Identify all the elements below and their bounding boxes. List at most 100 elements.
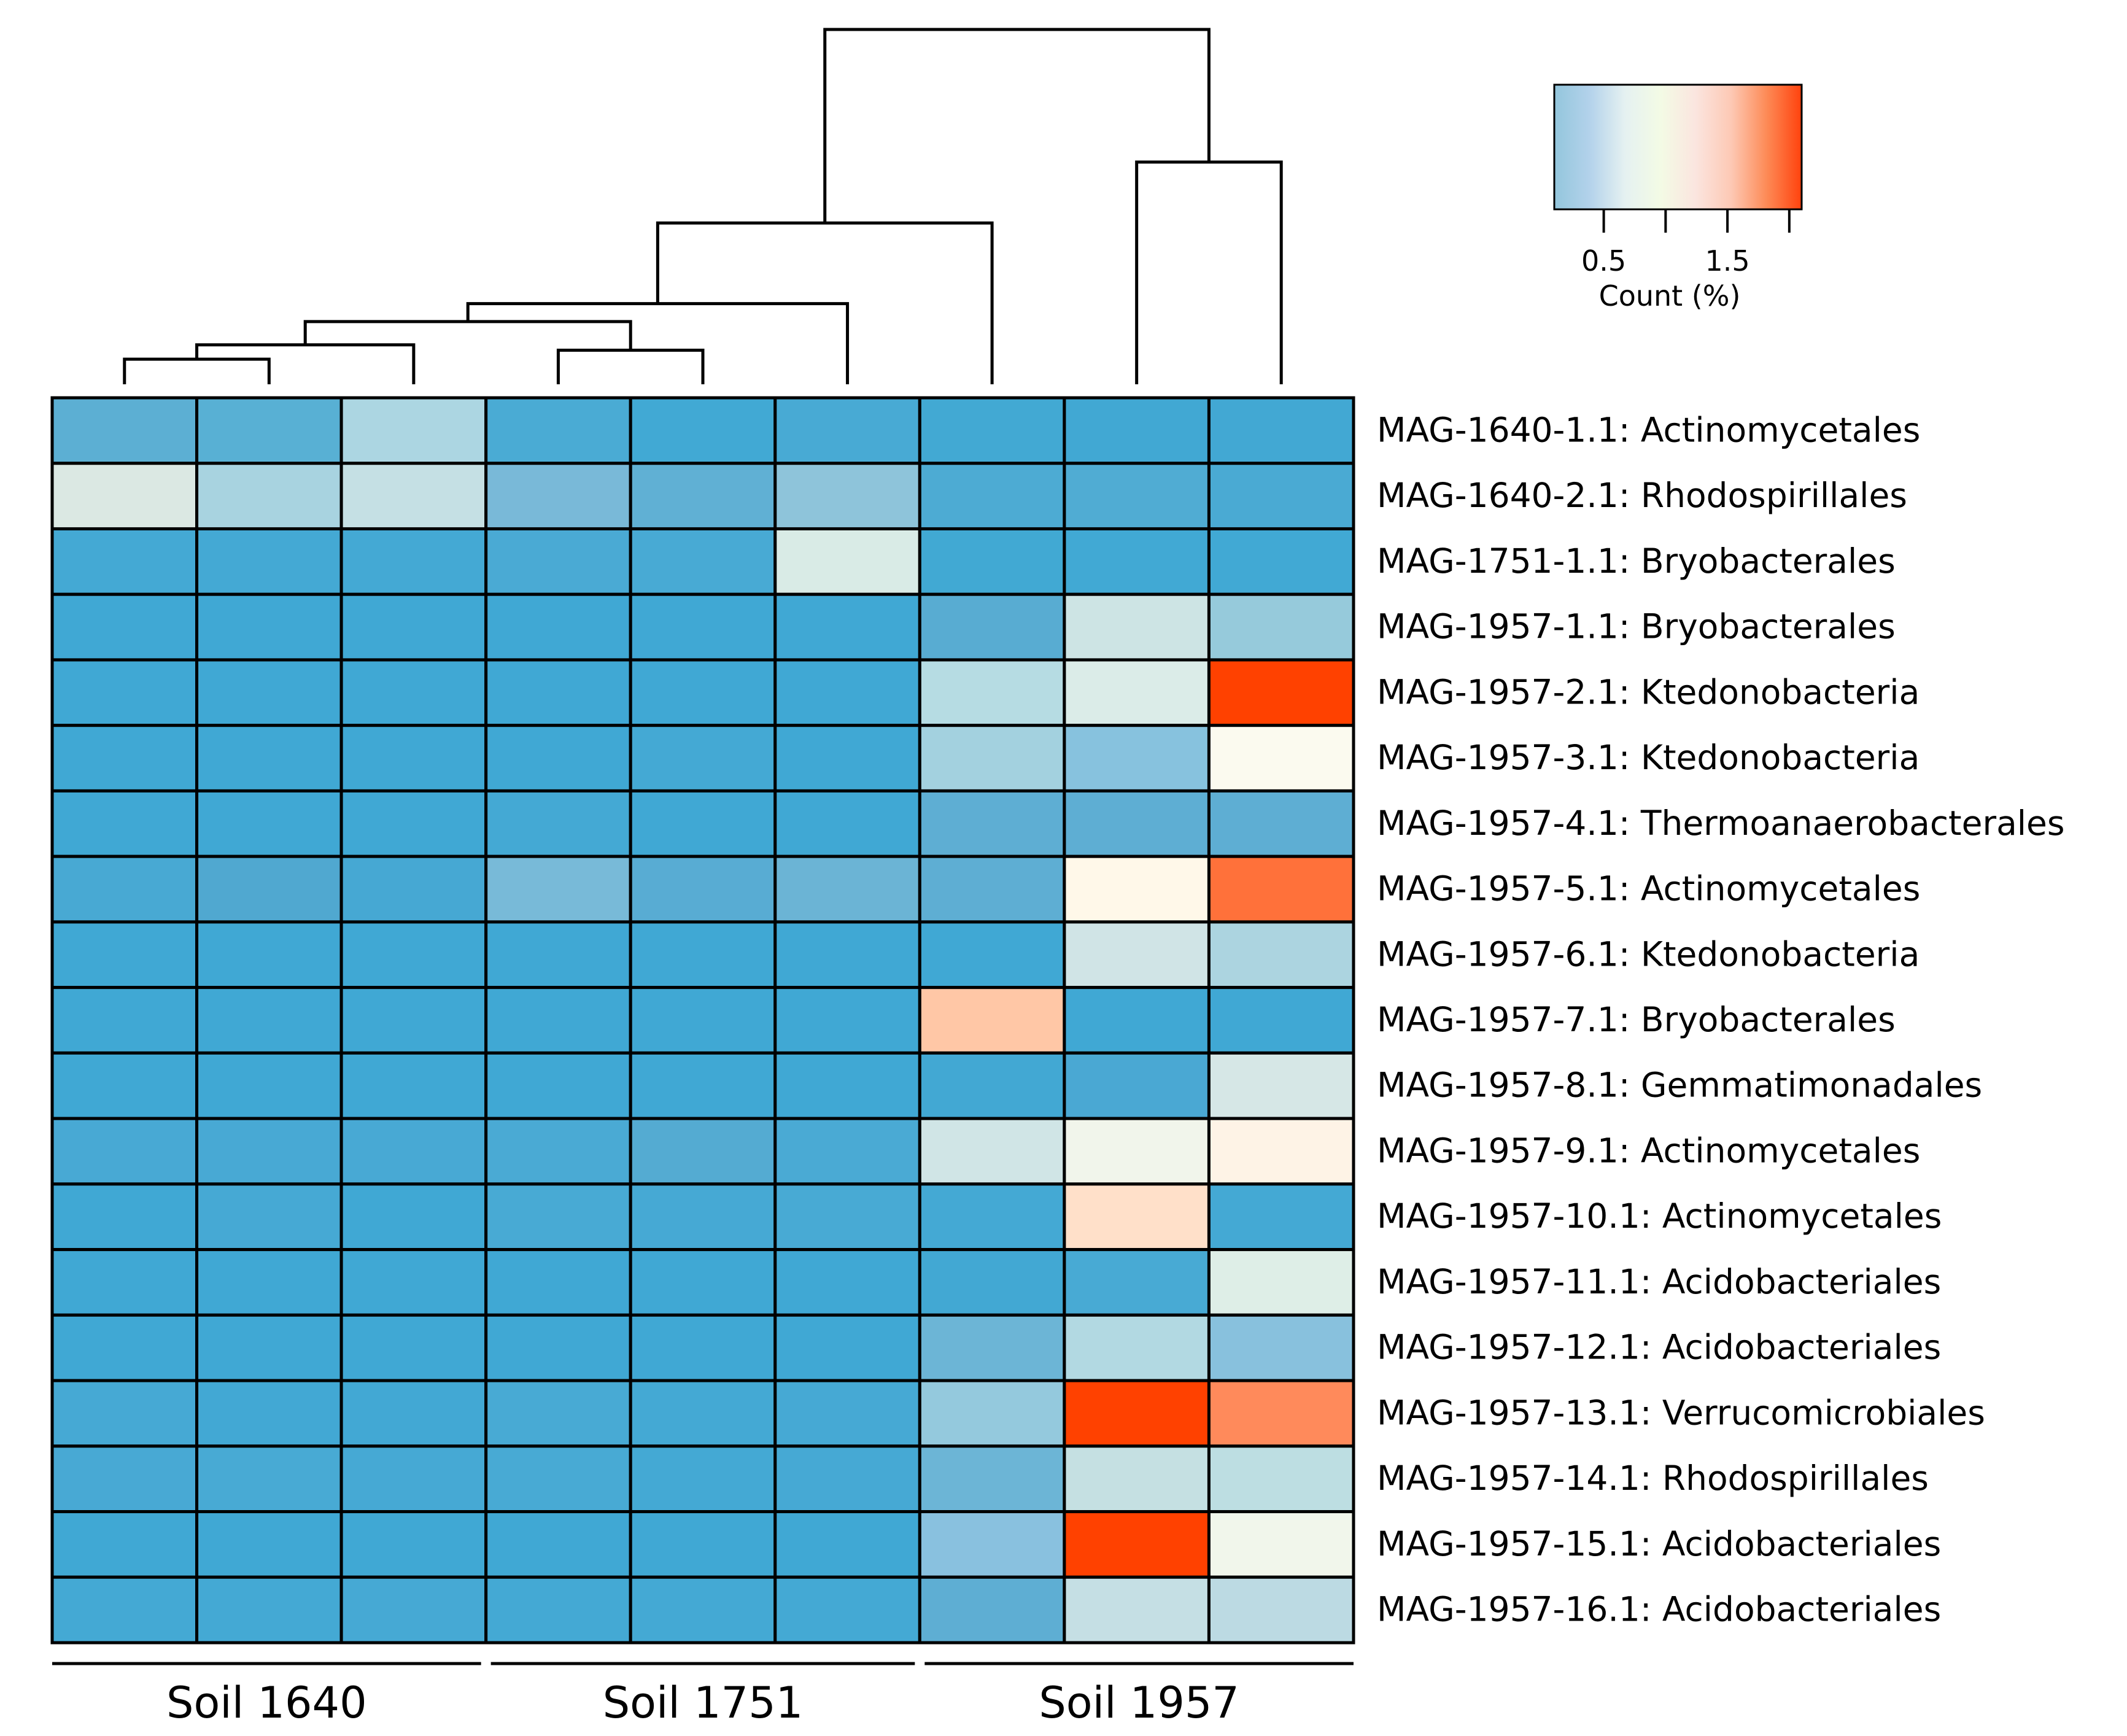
heatmap-cell [1063, 724, 1211, 792]
heatmap-cell [629, 527, 777, 596]
heatmap-cell [339, 1182, 488, 1252]
row-label: MAG-1957-3.1: Ktedonobacteria [1377, 738, 1920, 777]
heatmap-cell [339, 986, 488, 1055]
heatmap-cell [773, 1510, 921, 1579]
heatmap-cell [484, 1444, 632, 1514]
heatmap-cell [50, 1248, 199, 1317]
heatmap-cell [50, 1313, 199, 1382]
heatmap-cell [629, 1313, 777, 1382]
heatmap-cell [629, 1117, 777, 1186]
heatmap-cell [773, 1051, 921, 1120]
row-label: MAG-1957-8.1: Gemmatimonadales [1377, 1066, 1982, 1105]
heatmap-cell [773, 789, 921, 858]
heatmap-cell [773, 462, 921, 530]
row-label: MAG-1640-1.1: Actinomycetales [1377, 410, 1920, 449]
heatmap-cell [1063, 986, 1211, 1055]
heatmap-cell [339, 1575, 488, 1645]
heatmap-cell [1207, 1051, 1355, 1120]
row-label: MAG-1957-11.1: Acidobacteriales [1377, 1262, 1941, 1301]
heatmap-cell [1063, 1182, 1211, 1252]
row-label: MAG-1640-2.1: Rhodospirillales [1377, 476, 1907, 515]
heatmap-cell [629, 396, 777, 465]
heatmap-cell [50, 1575, 199, 1645]
heatmap-cell [195, 592, 343, 662]
heatmap-cell [1207, 1182, 1355, 1252]
heatmap-cell [339, 854, 488, 924]
heatmap-cell [1207, 1575, 1355, 1645]
heatmap-cell [773, 592, 921, 662]
heatmap-cell [918, 1444, 1066, 1514]
heatmap-cell [484, 920, 632, 990]
heatmap-cell [1063, 854, 1211, 924]
heatmap-cell [484, 527, 632, 596]
heatmap-cell [1207, 1510, 1355, 1579]
row-labels: MAG-1640-1.1: Actinomycetales MAG-1640-2.… [1377, 410, 2065, 1629]
heatmap-cell [50, 1182, 199, 1252]
heatmap-cell [195, 789, 343, 858]
heatmap-cell [1063, 1313, 1211, 1382]
heatmap-cell [1207, 789, 1355, 858]
row-label: MAG-1957-2.1: Ktedonobacteria [1377, 672, 1920, 711]
heatmap-cell [773, 1182, 921, 1252]
dendrogram-branch [123, 357, 271, 384]
heatmap-cell [1063, 1510, 1211, 1579]
heatmap-cell [50, 1510, 199, 1579]
group-label: Soil 1640 [166, 1678, 367, 1728]
row-label: MAG-1957-5.1: Actinomycetales [1377, 869, 1920, 909]
heatmap-cell [918, 1117, 1066, 1186]
heatmap-cell [1207, 724, 1355, 792]
row-label: MAG-1957-7.1: Bryobacterales [1377, 1000, 1896, 1039]
dendrogram-branch [656, 221, 994, 384]
heatmap-cell [1063, 920, 1211, 990]
heatmap-cell [195, 1248, 343, 1317]
heatmap-cell [1207, 1248, 1355, 1317]
heatmap-cell [484, 854, 632, 924]
heatmap-cell [629, 1182, 777, 1252]
heatmap-cell [50, 658, 199, 727]
heatmap-cell [629, 462, 777, 530]
heatmap-cell [50, 592, 199, 662]
heatmap-cell [50, 986, 199, 1055]
heatmap-cell [195, 1117, 343, 1186]
row-label: MAG-1957-12.1: Acidobacteriales [1377, 1328, 1941, 1367]
heatmap-cell [918, 396, 1066, 465]
heatmap-cell [1207, 592, 1355, 662]
heatmap-cell [773, 724, 921, 792]
heatmap-cell [773, 1575, 921, 1645]
row-label: MAG-1957-15.1: Acidobacteriales [1377, 1524, 1941, 1564]
heatmap-cell [918, 1313, 1066, 1382]
heatmap-cell [484, 1051, 632, 1120]
heatmap-cell [773, 1117, 921, 1186]
row-label: MAG-1751-1.1: Bryobacterales [1377, 541, 1896, 581]
heatmap-cell [918, 1051, 1066, 1120]
heatmap-cell [629, 789, 777, 858]
heatmap-cell [339, 1379, 488, 1448]
heatmap-cell [1207, 396, 1355, 465]
heatmap-cell [629, 592, 777, 662]
heatmap-cell [195, 1575, 343, 1645]
heatmap-cell [50, 396, 199, 465]
heatmap-cell [50, 1051, 199, 1120]
group-annotations: Soil 1640 Soil 1751 Soil 1957 [52, 1662, 1354, 1728]
heatmap-cell [1063, 658, 1211, 727]
heatmap-cell [1063, 789, 1211, 858]
heatmap-cell [1207, 1117, 1355, 1186]
row-label: MAG-1957-4.1: Thermoanaerobacterales [1377, 804, 2065, 843]
heatmap-cell [1063, 1117, 1211, 1186]
heatmap-cell [1063, 1379, 1211, 1448]
heatmap-cell [1207, 462, 1355, 530]
row-label: MAG-1957-14.1: Rhodospirillales [1377, 1459, 1929, 1498]
heatmap-cell [629, 1444, 777, 1514]
heatmap-cell [339, 527, 488, 596]
heatmap-cell [195, 396, 343, 465]
heatmap-cell [918, 592, 1066, 662]
group-label: Soil 1751 [603, 1678, 804, 1728]
heatmap-cell [773, 527, 921, 596]
heatmap-cell [484, 724, 632, 792]
heatmap-cell [773, 1313, 921, 1382]
heatmap-cell [195, 1444, 343, 1514]
heatmap-cell [195, 920, 343, 990]
heatmap-cell [339, 1313, 488, 1382]
dendrogram-branch [823, 28, 1211, 223]
column-dendrogram [123, 28, 1283, 384]
